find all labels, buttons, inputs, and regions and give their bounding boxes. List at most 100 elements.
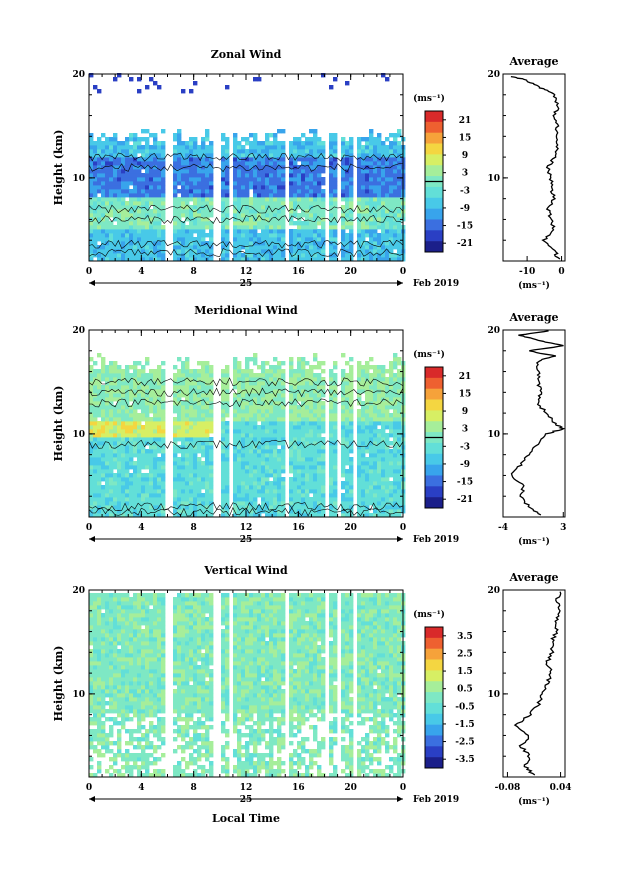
heatmap-cell <box>233 361 237 365</box>
heatmap-cell <box>177 145 181 149</box>
heatmap-cell <box>97 477 101 481</box>
heatmap-cell <box>145 229 149 233</box>
heatmap-cell <box>369 373 373 377</box>
heatmap-cell <box>397 449 401 453</box>
heatmap-cell <box>129 437 133 441</box>
heatmap-cell <box>269 189 273 193</box>
heatmap-cell <box>261 141 265 145</box>
heatmap-cell <box>397 149 401 153</box>
heatmap-cell <box>265 489 269 493</box>
heatmap-cell <box>293 241 297 245</box>
heatmap-cell <box>373 381 377 385</box>
heatmap-cell <box>237 205 241 209</box>
heatmap-cell <box>257 201 261 205</box>
heatmap-cell <box>105 245 109 249</box>
heatmap-cell <box>297 497 301 501</box>
heatmap-cell <box>357 165 361 169</box>
heatmap-cell <box>205 149 209 153</box>
heatmap-cell <box>173 449 177 453</box>
heatmap-cell <box>333 145 337 149</box>
heatmap-cell <box>253 193 257 197</box>
heatmap-cell <box>149 169 153 173</box>
heatmap-cell <box>145 193 149 197</box>
heatmap-cell <box>333 497 337 501</box>
heatmap-cell <box>393 457 397 461</box>
heatmap-cell <box>201 177 205 181</box>
heatmap-cell <box>237 365 241 369</box>
heatmap-cell <box>245 465 249 469</box>
heatmap-cell <box>361 205 365 209</box>
heatmap-cell <box>133 441 137 445</box>
heatmap-cell <box>117 393 121 397</box>
heatmap-cell <box>89 141 93 145</box>
heatmap-cell <box>293 421 297 425</box>
heatmap-cell <box>185 185 189 189</box>
heatmap-cell <box>101 237 105 241</box>
heatmap-cell <box>173 433 177 437</box>
heatmap-cell <box>161 449 165 453</box>
heatmap-cell <box>197 445 201 449</box>
heatmap-cell <box>209 153 213 157</box>
heatmap-cell <box>393 153 397 157</box>
heatmap-cell <box>97 213 101 217</box>
heatmap-cell <box>245 417 249 421</box>
heatmap-cell <box>221 429 225 433</box>
heatmap-cell <box>273 469 277 473</box>
heatmap-cell <box>137 225 141 229</box>
heatmap-cell <box>361 413 365 417</box>
heatmap-cell <box>189 237 193 241</box>
heatmap-cell <box>181 197 185 201</box>
heatmap-cell <box>89 449 93 453</box>
heatmap-cell <box>93 381 97 385</box>
heatmap-cell <box>365 213 369 217</box>
heatmap-cell <box>157 153 161 157</box>
heatmap-cell <box>273 505 277 509</box>
heatmap-cell <box>365 501 369 505</box>
heatmap-cell <box>357 361 361 365</box>
heatmap-cell <box>121 469 125 473</box>
heatmap-cell <box>181 441 185 445</box>
heatmap-cell <box>129 465 133 469</box>
heatmap-cell <box>357 213 361 217</box>
heatmap-cell <box>241 413 245 417</box>
heatmap-cell <box>393 245 397 249</box>
heatmap-cell <box>361 181 365 185</box>
heatmap-cell <box>201 485 205 489</box>
heatmap-cell <box>121 473 125 477</box>
heatmap-cell <box>197 361 201 365</box>
heatmap-cell <box>393 405 397 409</box>
heatmap-cell <box>153 413 157 417</box>
heatmap-cell <box>389 181 393 185</box>
heatmap-cell <box>161 369 165 373</box>
heatmap-cell <box>253 453 257 457</box>
heatmap-cell <box>297 361 301 365</box>
heatmap-cell <box>369 393 373 397</box>
heatmap-cell <box>261 157 265 161</box>
heatmap-cell <box>205 477 209 481</box>
heatmap-cell <box>101 449 105 453</box>
heatmap-cell <box>365 169 369 173</box>
heatmap-cell <box>101 385 105 389</box>
heatmap-cell <box>369 449 373 453</box>
heatmap-cell <box>225 373 229 377</box>
heatmap-cell <box>313 501 317 505</box>
heatmap-cell <box>289 409 293 413</box>
heatmap-cell <box>253 181 257 185</box>
heatmap-cell <box>261 465 265 469</box>
heatmap-cell <box>257 473 261 477</box>
heatmap-cell <box>329 445 333 449</box>
heatmap-cell <box>181 209 185 213</box>
heatmap-cell <box>177 181 181 185</box>
heatmap-cell <box>177 173 181 177</box>
heatmap-cell <box>329 137 333 141</box>
heatmap-cell <box>173 237 177 241</box>
heatmap-cell <box>365 413 369 417</box>
heatmap-cell <box>225 493 229 497</box>
heatmap-cell <box>297 385 301 389</box>
heatmap-cell <box>261 185 265 189</box>
heatmap-cell <box>381 149 385 153</box>
heatmap-cell <box>329 141 333 145</box>
heatmap-cell <box>221 425 225 429</box>
heatmap-cell <box>365 245 369 249</box>
heatmap-cell <box>109 245 113 249</box>
